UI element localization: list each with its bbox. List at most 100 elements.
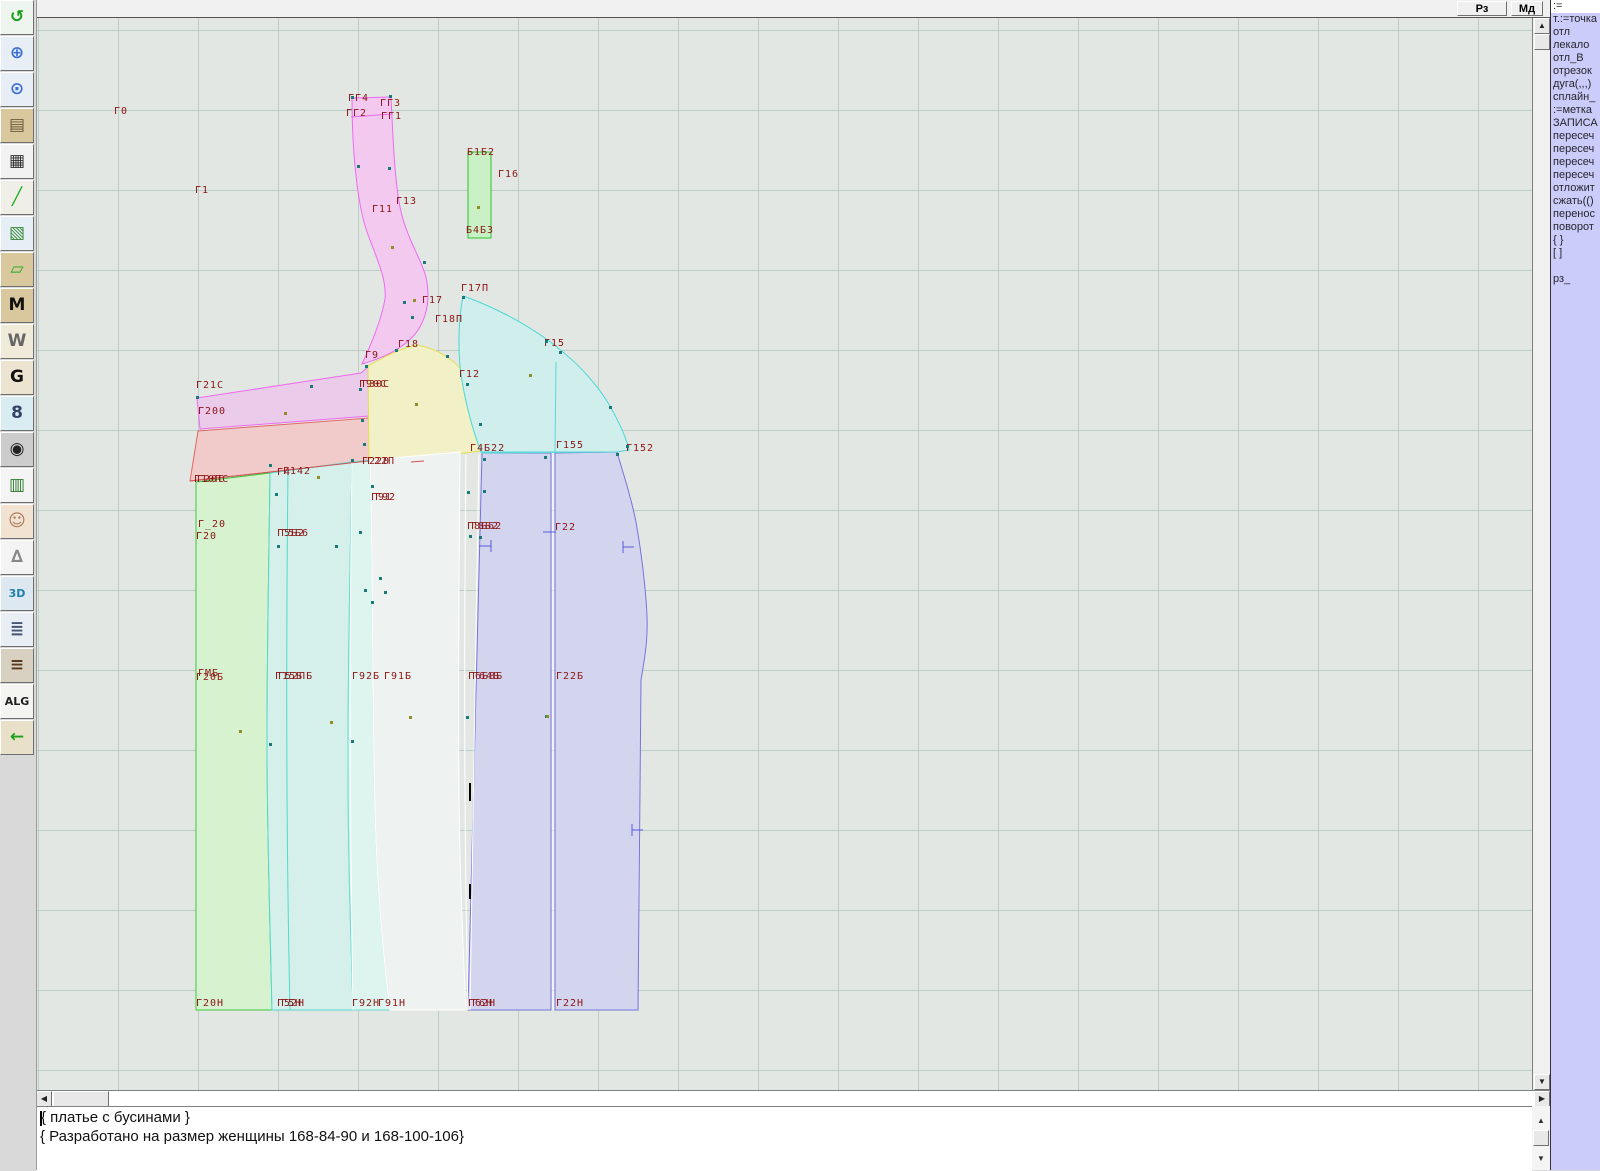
cursor-bar-mark	[469, 783, 471, 801]
pattern-point-label: Г17П	[461, 283, 490, 294]
zoom-window-icon: ⊙	[9, 79, 25, 99]
pattern-piece-icon: ▱	[10, 259, 24, 279]
command-item[interactable]: отл_В	[1553, 52, 1584, 64]
command-item[interactable]: пересеч	[1553, 156, 1595, 168]
text-caret	[40, 1111, 42, 1126]
command-panel[interactable]: := т.:=точка отл лекало отл_В отрезок дуга(,,,…	[1550, 0, 1600, 1170]
pattern-point-label: Г_20	[198, 519, 227, 530]
construction-line	[464, 454, 469, 1011]
command-item[interactable]: ЗАПИСА	[1553, 117, 1598, 129]
drafting-button[interactable]: W	[0, 324, 34, 359]
garment-icon: ∆	[11, 547, 23, 567]
command-item[interactable]: пересеч	[1553, 143, 1595, 155]
comment-scroll-up-icon[interactable]: ▲	[1537, 1116, 1545, 1125]
zoom-window-button[interactable]: ⊙	[0, 72, 34, 107]
pattern-point-label: Б1Б2	[467, 147, 496, 158]
pattern-point-label: Г4Б22	[470, 443, 506, 454]
green-front-panel[interactable]	[195, 472, 273, 1011]
grade-point	[239, 730, 242, 733]
pattern-point-label: Г152	[626, 443, 655, 454]
command-item[interactable]: [ ]	[1553, 247, 1563, 259]
pattern-m-button[interactable]: M	[0, 288, 34, 323]
control-point	[269, 464, 272, 467]
green-placket-piece[interactable]	[467, 151, 492, 239]
comment-vscrollbar[interactable]: ▲ ▼	[1532, 1106, 1550, 1170]
control-point	[357, 165, 360, 168]
construction-line	[286, 469, 291, 1011]
threed-button[interactable]: 3D	[0, 576, 34, 611]
alg-button[interactable]: ALG	[0, 684, 34, 719]
command-item[interactable]: пересеч	[1553, 130, 1595, 142]
command-item[interactable]: перенос	[1553, 208, 1596, 220]
md-button[interactable]: Мд	[1511, 1, 1543, 16]
pattern-point-label: Г62Н	[468, 998, 497, 1009]
pattern-piece-button[interactable]: ▱	[0, 252, 34, 287]
cyan-shoulder-piece[interactable]	[458, 295, 630, 453]
command-item[interactable]: дуга(,,,)	[1553, 78, 1592, 90]
collar-band-piece[interactable]	[351, 96, 429, 365]
white-back-panel[interactable]	[369, 451, 467, 1011]
hscroll-thumb[interactable]	[53, 1091, 109, 1107]
control-point	[483, 490, 486, 493]
top-bar: Рз Мд	[36, 0, 1550, 18]
command-item[interactable]: отложит	[1553, 182, 1595, 194]
command-item[interactable]: :=метка	[1553, 104, 1593, 116]
command-item[interactable]: :=	[1551, 0, 1600, 13]
books-button[interactable]: ≡	[0, 648, 34, 683]
command-item[interactable]: поворот	[1553, 221, 1594, 233]
garment-button[interactable]: ∆	[0, 540, 34, 575]
scroll-up-arrow-icon[interactable]: ▲	[1534, 18, 1550, 34]
skirt-panel-right[interactable]	[554, 451, 648, 1011]
portrait-button[interactable]: ☺	[0, 504, 34, 539]
rz-button[interactable]: Рз	[1457, 1, 1507, 16]
pattern-point-label: Г91	[371, 492, 393, 503]
control-point	[609, 406, 612, 409]
zoom-in-button[interactable]: ⊕	[0, 36, 34, 71]
control-point	[379, 577, 382, 580]
command-item[interactable]: { }	[1553, 234, 1564, 246]
control-point	[371, 485, 374, 488]
comment-scroll-thumb[interactable]	[1533, 1130, 1549, 1146]
command-item[interactable]: сжать(()	[1553, 195, 1594, 207]
pattern-point-label: Г22Б	[556, 671, 585, 682]
scroll-left-arrow-icon[interactable]: ◀	[36, 1091, 52, 1107]
command-item[interactable]: т.:=точка	[1553, 13, 1598, 25]
measure-line-button[interactable]: ╱	[0, 180, 34, 215]
pattern-point-label: Г64Б	[472, 671, 501, 682]
undo-button[interactable]: ↺	[0, 0, 34, 35]
zoom-pattern-button[interactable]: ▤	[0, 108, 34, 143]
canvas-hscrollbar[interactable]: ◀ ▶	[36, 1090, 1550, 1107]
pattern-point-label: Г92Б	[352, 671, 381, 682]
canvas-vscrollbar[interactable]: ▲ ▼	[1532, 18, 1550, 1090]
scroll-right-arrow-icon[interactable]: ▶	[1534, 1091, 1550, 1107]
pattern-canvas[interactable]: Г0 Г1 ГГ4 ГГ3 ГГ2 ГГ1 Б1Б2 Г16 Г13 Г11 Б4Б3 Г17П Г17…	[36, 18, 1532, 1090]
pattern-point-label: ГГ4	[348, 93, 370, 104]
construction-line	[480, 451, 618, 454]
pattern-point-label: Г16	[498, 169, 520, 180]
image-button[interactable]: ▧	[0, 216, 34, 251]
exit-button[interactable]: ←	[0, 720, 34, 755]
control-point	[388, 167, 391, 170]
command-item[interactable]: сплайн_	[1553, 91, 1596, 103]
pattern-point-label: Г30С	[362, 379, 391, 390]
table-button[interactable]: ▥	[0, 468, 34, 503]
vscroll-thumb[interactable]	[1534, 34, 1550, 50]
control-point	[361, 419, 364, 422]
g-tool-button[interactable]: G	[0, 360, 34, 395]
command-item[interactable]	[1551, 260, 1600, 273]
comment-editor[interactable]: { платье с бусинами } { Разработано на ра…	[36, 1106, 1532, 1171]
ruler-button[interactable]: 8	[0, 396, 34, 431]
camera-button[interactable]: ◉	[0, 432, 34, 467]
comment-scroll-down-icon[interactable]: ▼	[1537, 1154, 1545, 1163]
command-item[interactable]: пересеч	[1553, 169, 1595, 181]
scroll-down-arrow-icon[interactable]: ▼	[1534, 1074, 1550, 1090]
command-item[interactable]: отл	[1553, 26, 1571, 38]
command-item[interactable]: рз_	[1553, 273, 1571, 285]
grid-button[interactable]: ▦	[0, 144, 34, 179]
command-item[interactable]: лекало	[1553, 39, 1590, 51]
command-item[interactable]: отрезок	[1553, 65, 1592, 77]
grid-icon: ▦	[8, 151, 26, 171]
list-button[interactable]: ≣	[0, 612, 34, 647]
grade-point	[391, 246, 394, 249]
control-point	[335, 545, 338, 548]
